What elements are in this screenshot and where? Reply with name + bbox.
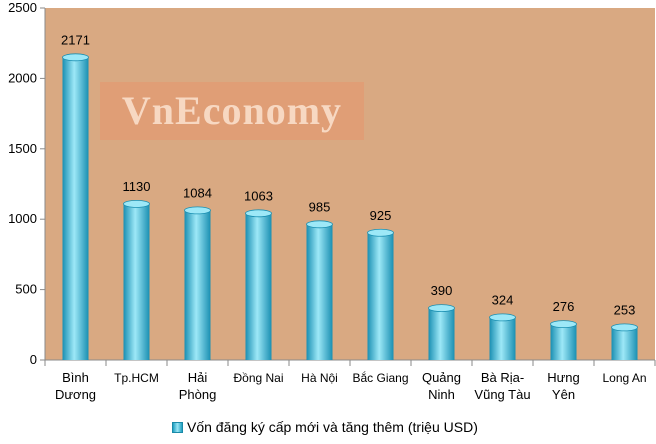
bar-top-cap [306, 220, 333, 229]
data-label: 253 [614, 302, 636, 317]
y-tick-label: 0 [30, 352, 37, 367]
data-label: 324 [492, 292, 514, 307]
data-label: 1063 [244, 188, 273, 203]
bar-top-cap [184, 206, 211, 215]
data-label: 276 [553, 299, 575, 314]
x-tick-label-line: Vũng Tàu [474, 387, 530, 402]
bar [184, 210, 211, 360]
x-tick-label-line: Bắc Giang [352, 370, 408, 385]
axes: 0 500 1000 1500 2000 2500 [8, 0, 656, 367]
legend-swatch [172, 421, 183, 433]
data-label: 1130 [123, 179, 151, 194]
x-tick-label-line: Quảng [422, 370, 461, 385]
x-tick-label: Hà Nội [301, 371, 338, 385]
x-tick-label-line: Bà Rịa- [481, 370, 524, 385]
y-tick-label: 2000 [8, 70, 37, 85]
watermark-box [100, 82, 364, 140]
x-tick-label: Đồng Nai [233, 371, 283, 385]
bar [245, 213, 272, 360]
x-tick-label-line: Hải [188, 370, 208, 385]
x-tick-label: Hải Phòng [179, 370, 217, 402]
bar [62, 57, 89, 360]
labels: 2171 Bình Dương 1130 Tp.HCM 1084 Hải Phòng 1063 Đ… [55, 32, 647, 402]
y-tick-label: 1500 [8, 141, 37, 156]
bar-top-cap [62, 53, 89, 62]
bar-top-cap [367, 228, 394, 237]
legend: Vốn đăng ký cấp mới và tăng thêm (triệu … [172, 418, 478, 436]
bar-top-cap [245, 209, 272, 218]
x-tick-label: Long An [602, 371, 646, 385]
x-tick-label-line: Phòng [179, 387, 217, 402]
legend-label: Vốn đăng ký cấp mới và tăng thêm (triệu … [187, 419, 478, 435]
x-tick-label-line: Tp.HCM [114, 371, 159, 385]
x-tick-label-line: Dương [55, 387, 96, 402]
y-tick-label: 500 [15, 282, 37, 297]
x-tick-label-line: Yên [552, 387, 575, 402]
x-tick-label: Hưng Yên [547, 370, 580, 402]
bar-top-cap [550, 320, 577, 329]
y-tick-label: 2500 [8, 0, 37, 15]
x-tick-label: Tp.HCM [114, 371, 159, 385]
bar [489, 317, 516, 360]
x-tick-label-line: Ninh [428, 387, 455, 402]
bar-top-cap [611, 323, 638, 332]
x-tick-label: Quảng Ninh [422, 370, 461, 402]
bar [428, 308, 455, 360]
data-label: 1084 [183, 185, 212, 200]
bar-top-cap [123, 199, 150, 208]
bars [62, 53, 638, 360]
x-tick-label-line: Hưng [547, 370, 580, 385]
data-label: 985 [309, 199, 331, 214]
data-label: 925 [370, 208, 392, 223]
bar [306, 224, 333, 360]
bar [550, 324, 577, 360]
x-tick-label-line: Đồng Nai [233, 371, 283, 385]
x-tick-label: Bà Rịa- Vũng Tàu [474, 370, 530, 402]
bar [367, 232, 394, 360]
bar-top-cap [489, 313, 516, 322]
x-tick-label-line: Bình [62, 370, 89, 385]
x-tick-label: Bình Dương [55, 370, 96, 402]
data-label: 2171 [61, 32, 90, 47]
data-label: 390 [431, 283, 453, 298]
watermark-logo: VnEconomy [121, 88, 343, 133]
bar-top-cap [428, 304, 455, 312]
bar [123, 203, 150, 360]
x-tick-label-line: Hà Nội [301, 371, 338, 385]
bar [611, 327, 638, 360]
x-tick-label-line: Long An [602, 371, 646, 385]
y-tick-label: 1000 [8, 211, 37, 226]
x-tick-label: Bắc Giang [352, 370, 408, 385]
